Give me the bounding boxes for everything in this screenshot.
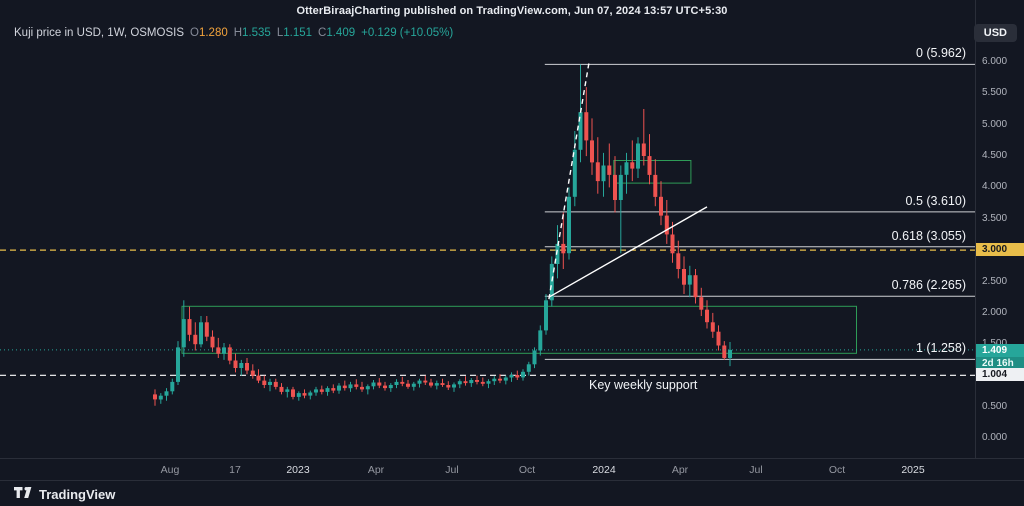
fib-retracement[interactable]: [544, 63, 975, 360]
time-label: Oct: [518, 464, 536, 476]
time-label: 2024: [592, 464, 616, 476]
trendline-1[interactable]: [548, 206, 708, 298]
footer-bar: TradingView: [0, 480, 1024, 506]
price-tick: 2.500: [982, 276, 1008, 287]
price-tick: 0.500: [982, 401, 1008, 412]
ohlc-label: L: [276, 27, 284, 39]
price-tick: 4.000: [982, 181, 1008, 192]
price-tick: 5.000: [982, 119, 1008, 130]
time-label: 17: [229, 464, 241, 476]
symbol-legend: Kuji price in USD, 1W, OSMOSIS O1.280 H1.5…: [14, 27, 453, 39]
time-label: Oct: [828, 464, 846, 476]
publisher-line: OtterBiraajCharting published on Trading…: [296, 5, 728, 17]
fib-label-2: 0.618 (3.055): [891, 229, 966, 243]
ohlc-value: 1.409: [326, 27, 356, 39]
price-tick: 6.000: [982, 56, 1008, 67]
ohlc-value: 1.151: [283, 27, 313, 39]
annotation-key-weekly-support: Key weekly support: [589, 378, 698, 392]
ohlc-label: H: [233, 27, 243, 39]
price-badge-current: 1.409: [976, 344, 1024, 357]
price-tick: 0.000: [982, 432, 1008, 443]
tradingview-logo-text: TradingView: [39, 486, 116, 502]
tradingview-logo[interactable]: TradingView: [14, 486, 116, 502]
symbol-title[interactable]: Kuji price in USD, 1W, OSMOSIS: [14, 27, 184, 39]
drawing-box-1[interactable]: [613, 160, 692, 184]
fib-label-0: 0 (5.962): [915, 46, 966, 60]
price-tick: 3.500: [982, 213, 1008, 224]
price-tick: 1.500: [976, 338, 1024, 350]
tradingview-logo-icon: [14, 486, 32, 498]
ohlc-label: C: [318, 27, 327, 39]
currency-usd-button[interactable]: USD: [973, 24, 1017, 42]
chart-canvas[interactable]: [0, 0, 1024, 458]
ohlc-label: O: [190, 27, 199, 39]
fib-label-3: 0.786 (2.265): [891, 278, 966, 292]
time-label: 2025: [901, 464, 925, 476]
fib-label-1: 0.5 (3.610): [905, 194, 966, 208]
countdown-badge: 2d 16h: [976, 357, 1024, 370]
time-label: Apr: [671, 464, 689, 476]
price-tick: 4.500: [982, 150, 1008, 161]
price-tick: 2.000: [982, 307, 1008, 318]
drawing-box-0[interactable]: [181, 305, 857, 354]
time-label: Jul: [445, 464, 459, 476]
time-label: Apr: [367, 464, 385, 476]
ohlc-value: 1.280: [198, 27, 228, 39]
price-scale[interactable]: 6.000 5.500 5.000 4.500 4.000 3.500 3.000 2.500…: [975, 0, 1024, 458]
time-axis[interactable]: Aug 17 2023 Apr Jul Oct 2024 Apr Jul Oct 2025: [0, 458, 1024, 481]
time-label: 2023: [286, 464, 310, 476]
fib-label-4: 1 (1.258): [915, 341, 966, 355]
trendline-0[interactable]: [548, 61, 590, 300]
ohlc-value: +0.129 (+10.05%): [361, 27, 454, 39]
price-tick: 5.500: [982, 87, 1008, 98]
price-badge-support: 1.004: [976, 368, 1024, 381]
price-badge-gold: 3.000: [976, 243, 1024, 256]
ohlc-value: 1.535: [242, 27, 271, 39]
candlestick-series: [153, 64, 732, 406]
ohlc-readout: O1.280 H1.535 L1.151 C1.409 +0.129 (+10.05%): [184, 27, 453, 39]
time-label: Aug: [160, 464, 180, 476]
time-label: Jul: [749, 464, 763, 476]
